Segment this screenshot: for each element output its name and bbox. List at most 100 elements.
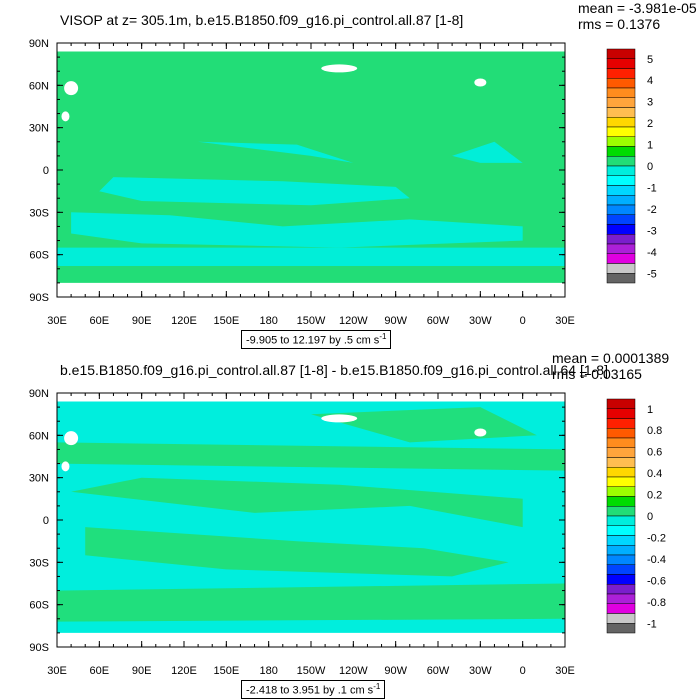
colorbar-swatch bbox=[606, 224, 636, 235]
colorbar-swatch bbox=[606, 496, 636, 507]
value-band bbox=[71, 477, 523, 528]
value-band bbox=[99, 177, 410, 206]
colorbar-swatch bbox=[606, 214, 636, 225]
colorbar-label: -0.6 bbox=[647, 575, 666, 587]
colorbar-label: 0.8 bbox=[647, 425, 662, 437]
colorbar-swatch bbox=[606, 428, 636, 439]
range-label: -2.418 to 3.951 by .1 cm s-1 bbox=[241, 680, 386, 699]
colorbar-label: -1 bbox=[647, 618, 657, 630]
lon-tick-label: 60E bbox=[90, 315, 110, 327]
mean-label: mean = 0.0001389 bbox=[552, 350, 670, 366]
colorbar-swatch bbox=[606, 146, 636, 157]
panel-bottom: b.e15.B1850.f09_g16.pi_control.all.87 [1… bbox=[0, 350, 700, 700]
colorbar-swatch bbox=[606, 136, 636, 147]
lon-tick-label: 120E bbox=[171, 315, 197, 327]
colorbar-label: 3 bbox=[647, 97, 653, 109]
lat-tick-label: 60S bbox=[29, 250, 49, 262]
colorbar-swatch bbox=[606, 593, 636, 604]
range-exponent: -1 bbox=[379, 332, 387, 341]
colorbar-swatch bbox=[606, 204, 636, 215]
lon-tick-label: 120E bbox=[171, 665, 197, 677]
colorbar-swatch bbox=[606, 554, 636, 565]
island bbox=[474, 428, 487, 437]
lat-tick-label: 60S bbox=[29, 600, 49, 612]
panel-top: VISOP at z= 305.1m, b.e15.B1850.f09_g16.… bbox=[29, 1, 697, 349]
lat-tick-label: 90S bbox=[29, 642, 49, 654]
colorbar-swatch bbox=[606, 87, 636, 98]
colorbar-label: -3 bbox=[647, 225, 657, 237]
lat-tick-label: 60N bbox=[29, 80, 49, 92]
colorbar-swatch bbox=[606, 175, 636, 186]
colorbar-label: -1 bbox=[647, 182, 657, 194]
colorbar-label: 0 bbox=[647, 511, 653, 523]
value-band bbox=[85, 527, 509, 577]
colorbar-swatch bbox=[606, 457, 636, 468]
lon-tick-label: 90E bbox=[132, 315, 152, 327]
lat-tick-label: 90N bbox=[29, 38, 49, 50]
chart-title: VISOP at z= 305.1m, b.e15.B1850.f09_g16.… bbox=[60, 12, 464, 28]
lat-tick-label: 0 bbox=[43, 515, 49, 527]
colorbar-label: -0.8 bbox=[647, 597, 666, 609]
value-band bbox=[71, 212, 523, 248]
lon-tick-label: 0 bbox=[520, 665, 526, 677]
colorbar-swatch bbox=[606, 613, 636, 624]
island bbox=[61, 111, 70, 122]
colorbar-label: 0.2 bbox=[647, 490, 662, 502]
lon-tick-label: 60E bbox=[90, 665, 110, 677]
island bbox=[321, 64, 358, 73]
lon-tick-label: 150E bbox=[213, 665, 239, 677]
lon-tick-label: 90E bbox=[132, 665, 152, 677]
lon-tick-label: 180 bbox=[259, 315, 277, 327]
lon-tick-label: 30E bbox=[555, 665, 575, 677]
island bbox=[64, 431, 79, 446]
lon-tick-label: 150W bbox=[297, 665, 326, 677]
colorbar-swatch bbox=[606, 603, 636, 614]
value-band bbox=[198, 141, 354, 163]
colorbar-label: 0 bbox=[647, 161, 653, 173]
value-band bbox=[57, 247, 565, 266]
colorbar-swatch bbox=[606, 535, 636, 546]
colorbar-swatch bbox=[606, 195, 636, 206]
colorbar-swatch bbox=[606, 165, 636, 176]
range-label: -9.905 to 12.197 by .5 cm s-1 bbox=[241, 330, 392, 349]
rms-label: rms = 0.1376 bbox=[578, 16, 661, 32]
colorbar-swatch bbox=[606, 243, 636, 254]
chart-title: b.e15.B1850.f09_g16.pi_control.all.87 [1… bbox=[60, 362, 608, 378]
colorbar-swatch bbox=[606, 525, 636, 536]
colorbar-swatch bbox=[606, 78, 636, 89]
colorbar-label: 1 bbox=[647, 140, 653, 152]
colorbar-label: -2 bbox=[647, 204, 657, 216]
lon-tick-label: 180 bbox=[259, 665, 277, 677]
colorbar-swatch bbox=[606, 273, 636, 284]
rms-label: rms = 0.03165 bbox=[552, 366, 642, 382]
value-band bbox=[57, 442, 565, 471]
colorbar-label: -0.4 bbox=[647, 554, 666, 566]
colorbar-label: 0.6 bbox=[647, 447, 662, 459]
colorbar-swatch bbox=[606, 156, 636, 167]
colorbar-swatch bbox=[606, 584, 636, 595]
lon-tick-label: 90W bbox=[384, 315, 407, 327]
lat-tick-label: 90S bbox=[29, 292, 49, 304]
colorbar-swatch bbox=[606, 506, 636, 517]
colorbar-swatch bbox=[606, 107, 636, 118]
colorbar-label: 1 bbox=[647, 404, 653, 416]
value-band bbox=[452, 141, 523, 163]
colorbar-swatch bbox=[606, 545, 636, 556]
lon-tick-label: 90W bbox=[384, 665, 407, 677]
lon-tick-label: 60W bbox=[427, 665, 450, 677]
lon-tick-label: 60W bbox=[427, 315, 450, 327]
island bbox=[61, 461, 70, 472]
colorbar-swatch bbox=[606, 437, 636, 448]
colorbar-swatch bbox=[606, 486, 636, 497]
colorbar-swatch bbox=[606, 467, 636, 478]
lon-tick-label: 150W bbox=[297, 315, 326, 327]
colorbar-swatch bbox=[606, 48, 636, 59]
lat-tick-label: 30N bbox=[29, 123, 49, 135]
map-chart: 90N 60N 30N 0 30S 60S 90S 30E 60E 90E 120E 150E 180 1… bbox=[29, 388, 666, 677]
colorbar-swatch bbox=[606, 97, 636, 108]
lon-tick-label: 120W bbox=[339, 665, 368, 677]
value-band bbox=[57, 583, 565, 622]
colorbar-swatch bbox=[606, 253, 636, 264]
lat-tick-label: 90N bbox=[29, 388, 49, 400]
colorbar-swatch bbox=[606, 418, 636, 429]
